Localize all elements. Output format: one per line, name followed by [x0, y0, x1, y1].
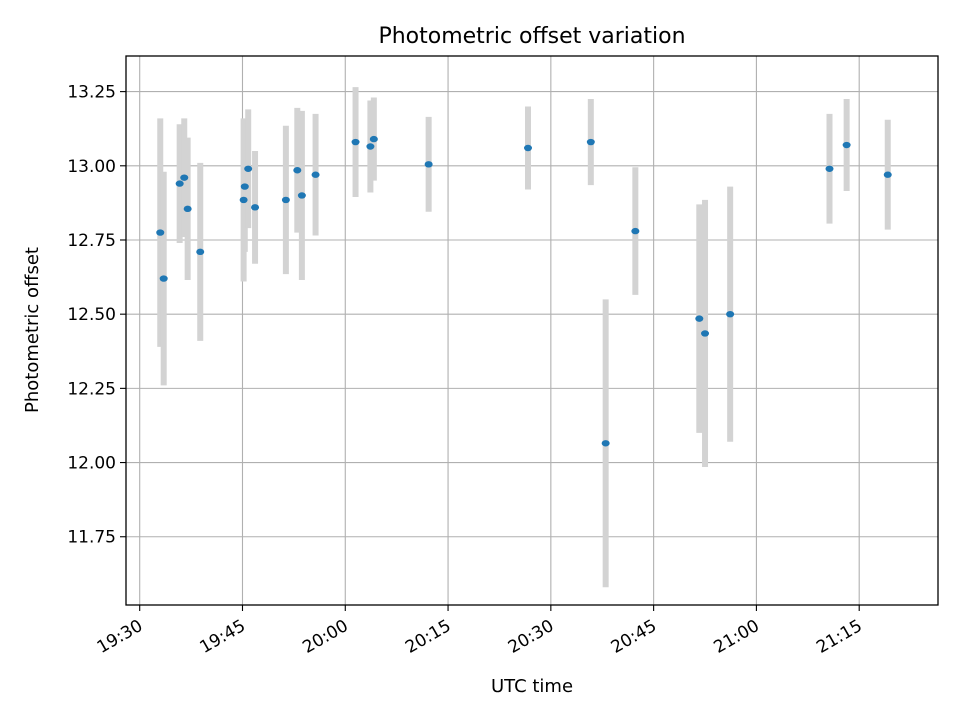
data-point [240, 183, 249, 190]
data-point [159, 275, 168, 282]
y-tick-label: 12.75 [67, 231, 116, 251]
data-point [586, 138, 595, 146]
data-point [281, 196, 290, 204]
data-point [601, 440, 610, 447]
grid-layer [126, 56, 938, 605]
y-tick-label: 13.00 [67, 157, 116, 177]
data-point [297, 192, 306, 199]
data-point [244, 165, 253, 172]
data-point [369, 135, 378, 143]
data-point [701, 330, 710, 337]
data-point [825, 165, 834, 172]
y-tick-label: 12.50 [67, 305, 116, 325]
data-point [180, 174, 189, 181]
data-point [351, 138, 360, 146]
data-point [366, 143, 375, 150]
x-axis-title: UTC time [491, 676, 573, 697]
data-point [156, 229, 165, 236]
data-point [251, 204, 260, 211]
data-point [883, 171, 892, 178]
y-tick-label: 11.75 [67, 528, 116, 548]
chart-title: Photometric offset variation [378, 24, 685, 49]
y-tick-label: 13.25 [67, 83, 116, 103]
data-point [631, 227, 640, 235]
data-point [311, 171, 320, 178]
data-point [726, 310, 735, 318]
data-point [695, 315, 704, 322]
y-tick-label: 12.25 [67, 379, 116, 399]
y-axis-ticks: 11.75 12.00 12.25 12.50 12.75 13.00 13.25 [67, 83, 126, 548]
data-point [293, 167, 302, 174]
point-layer [156, 135, 892, 447]
y-axis-title: Photometric offset [22, 247, 43, 413]
data-point [239, 196, 248, 204]
data-point [424, 161, 433, 168]
data-point [175, 180, 184, 187]
plot-frame [125, 55, 939, 606]
data-point [842, 141, 851, 149]
data-point [524, 144, 533, 152]
y-tick-label: 12.00 [67, 454, 116, 474]
data-point [183, 205, 192, 213]
data-point [196, 248, 205, 256]
